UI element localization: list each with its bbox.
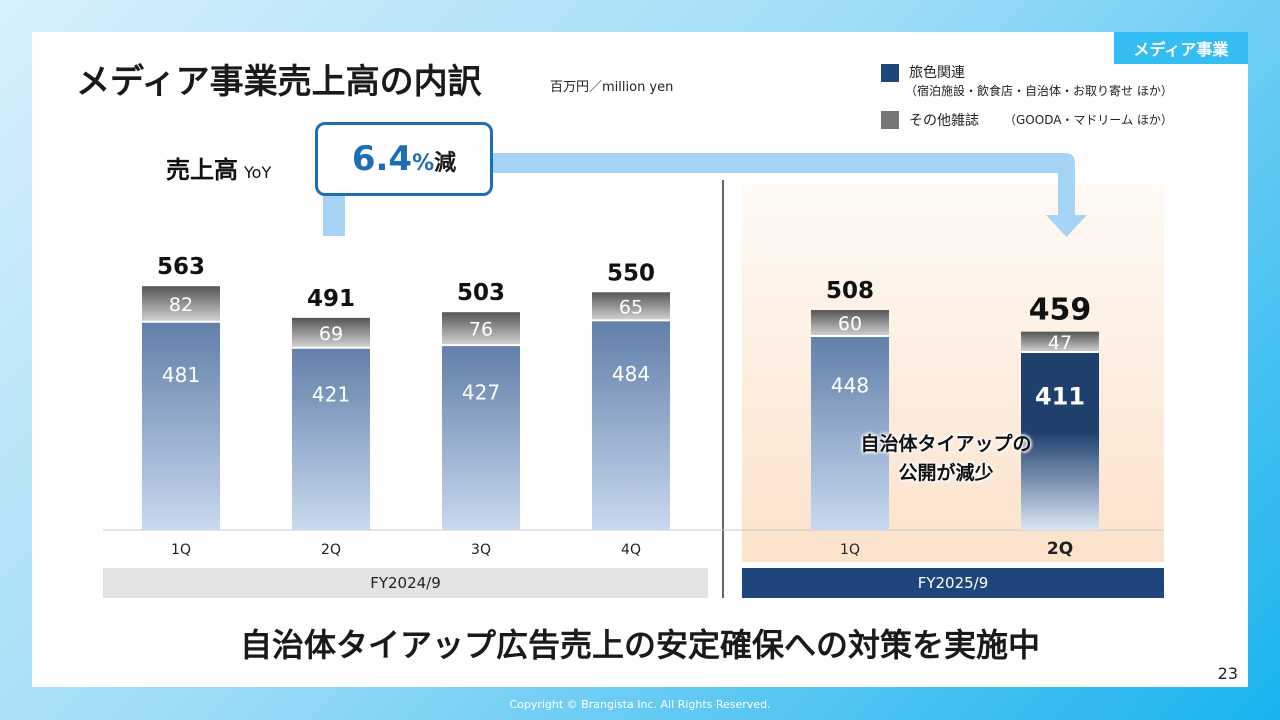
bar-value-travel: 411 — [1035, 383, 1085, 411]
yoy-sales-label: 売上高 — [166, 156, 238, 184]
bar-total: 503 — [457, 280, 505, 306]
yoy-label: 売上高 YoY — [166, 150, 271, 185]
category-label: 1Q — [840, 542, 860, 558]
bar-value-travel: 421 — [312, 382, 350, 406]
fiscal-year-band-2024: FY2024/9 — [103, 568, 708, 598]
bar-value-magazine: 76 — [469, 319, 493, 341]
bars-layer: 481 82 563 1Q 421 69 491 2Q 427 76 503 3Q 484 65 550 4Q… — [142, 254, 1099, 559]
bar-segment-magazine — [442, 312, 520, 346]
category-label: 3Q — [471, 542, 491, 558]
bar-total: 550 — [607, 260, 655, 286]
bar-segment-travel — [292, 347, 370, 530]
bar-segment-travel — [1021, 352, 1099, 530]
bar-value-magazine: 69 — [319, 323, 343, 345]
section-tag: メディア事業 — [1114, 32, 1248, 64]
bar-value-magazine: 60 — [838, 313, 862, 335]
callout-line-1: 自治体タイアップの — [860, 433, 1032, 455]
slide-card: メディア事業 メディア事業売上高の内訳 百万円／million yen 旅色関連… — [32, 32, 1248, 687]
category-label: 4Q — [621, 542, 641, 558]
connector-arrow — [493, 153, 1075, 219]
bar-value-magazine: 82 — [169, 294, 193, 316]
page-title: メディア事業売上高の内訳 — [76, 62, 482, 102]
bar-value-magazine: 65 — [619, 296, 643, 318]
bar-total: 563 — [157, 254, 205, 280]
legend-sublabel-magazine: （GOODA・マドリーム ほか） — [1004, 113, 1173, 127]
bar-value-magazine: 47 — [1048, 332, 1072, 354]
bar-segment-travel — [142, 321, 220, 530]
yoy-change: 減 — [434, 151, 457, 176]
yoy-percent: % — [412, 151, 435, 176]
chart: 481 82 563 1Q 421 69 491 2Q 427 76 503 3Q 484 65 550 4Q… — [103, 153, 1164, 598]
bar-segment-travel — [442, 345, 520, 530]
bar-segment-travel — [811, 336, 889, 530]
bar-value-travel: 427 — [462, 380, 500, 404]
connector-stem — [323, 194, 345, 236]
bar-segment-magazine — [292, 317, 370, 348]
legend-label-travel: 旅色関連 — [909, 65, 965, 81]
bar-segment-magazine — [142, 286, 220, 322]
legend-label-magazine: その他雑誌 — [909, 113, 979, 129]
yoy-badge: 6.4% 減 — [315, 122, 493, 196]
connector-arrow-head — [1046, 215, 1087, 237]
yoy-sub-label: YoY — [244, 163, 272, 182]
fy2025-background — [742, 184, 1164, 562]
copyright: Copyright © Brangista Inc. All Rights Re… — [509, 698, 771, 711]
fiscal-year-band-2025: FY2025/9 — [742, 568, 1164, 598]
bar-total: 459 — [1029, 293, 1092, 328]
unit-label: 百万円／million yen — [550, 80, 674, 95]
yoy-value: 6.4 — [351, 139, 413, 179]
legend-sublabel-travel: （宿泊施設・飲食店・自治体・お取り寄せ ほか） — [905, 84, 1173, 98]
bar-segment-magazine — [592, 292, 670, 321]
page-number: 23 — [1217, 664, 1238, 683]
category-label: 2Q — [321, 542, 341, 558]
headline: 自治体タイアップ広告売上の安定確保への対策を実施中 — [239, 626, 1040, 664]
category-label: 1Q — [171, 542, 191, 558]
bar-value-travel: 481 — [162, 363, 200, 387]
legend-swatch-travel — [881, 64, 899, 82]
callout-line-2: 公開が減少 — [898, 461, 994, 484]
callout-note: 自治体タイアップの 公開が減少 — [816, 430, 1076, 487]
bar-total: 508 — [826, 278, 874, 304]
bar-value-travel: 448 — [831, 374, 869, 398]
bar-value-travel: 484 — [612, 362, 650, 386]
bar-segment-magazine — [1021, 331, 1099, 353]
category-label: 2Q — [1047, 539, 1073, 559]
bar-segment-travel — [592, 320, 670, 530]
bar-total: 491 — [307, 286, 355, 312]
legend-swatch-magazine — [881, 111, 899, 129]
bar-segment-magazine — [811, 310, 889, 337]
